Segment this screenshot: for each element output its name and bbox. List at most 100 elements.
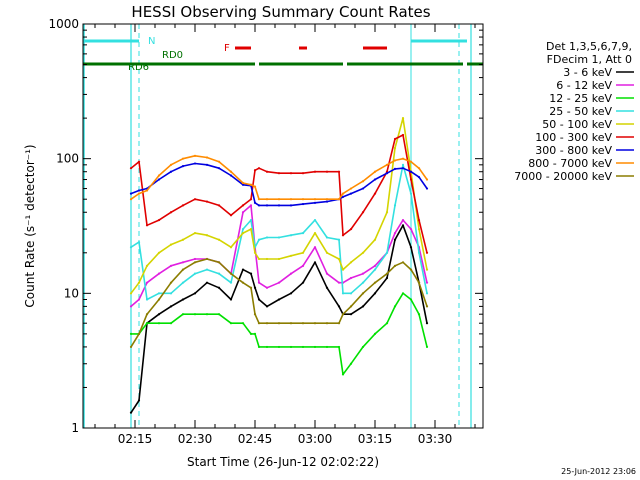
data-point (249, 227, 253, 231)
data-point (217, 261, 221, 264)
data-point (373, 292, 377, 295)
data-point (393, 159, 397, 162)
data-point (349, 261, 353, 264)
data-point (241, 268, 245, 271)
data-point (337, 281, 341, 284)
data-point (385, 322, 389, 325)
data-point (241, 211, 245, 214)
data-point (257, 257, 261, 261)
data-point (313, 322, 317, 325)
data-point (349, 362, 353, 365)
data-point (137, 399, 141, 402)
data-point (169, 243, 173, 246)
data-point (145, 281, 149, 284)
data-point (277, 257, 281, 261)
data-point (229, 246, 233, 249)
data-point (313, 246, 317, 249)
data-point (137, 192, 141, 195)
data-point (265, 257, 269, 261)
data-point (181, 313, 185, 316)
data-point (145, 264, 149, 267)
y-tick-label: 1 (71, 421, 79, 435)
status-bar-segment (363, 46, 387, 50)
data-point (409, 160, 413, 163)
data-point (249, 272, 253, 275)
data-point (265, 236, 269, 239)
data-point (393, 238, 397, 241)
data-point (169, 211, 173, 214)
data-point (301, 251, 305, 254)
data-point (265, 170, 269, 173)
data-point (205, 163, 209, 166)
series-line (131, 292, 428, 376)
x-tick-label: 02:30 (178, 432, 213, 446)
data-point (193, 154, 197, 157)
data-point (425, 345, 429, 349)
data-point (425, 187, 429, 190)
data-point (249, 198, 253, 201)
data-point (337, 345, 341, 349)
data-point (249, 204, 253, 207)
data-point (249, 332, 253, 335)
x-tick-label: 03:00 (298, 432, 333, 446)
data-point (241, 227, 245, 231)
data-point (393, 137, 397, 141)
data-point (257, 345, 261, 349)
data-point (289, 322, 293, 325)
data-point (349, 227, 353, 231)
status-bar-segment (83, 39, 139, 43)
legend-label: 100 - 300 keV (535, 131, 612, 144)
data-point (277, 172, 281, 175)
legend-label: 800 - 7000 keV (528, 157, 612, 170)
status-bar-segment (299, 46, 307, 50)
data-point (417, 251, 421, 254)
data-point (289, 198, 293, 201)
data-point (253, 201, 257, 204)
data-point (205, 281, 209, 284)
x-tick-label: 02:45 (238, 432, 273, 446)
data-point (129, 246, 133, 249)
status-bar-segment (235, 46, 251, 50)
data-point (313, 345, 317, 349)
data-point (145, 322, 149, 325)
data-point (313, 261, 317, 264)
y-tick-label: 10 (64, 286, 79, 300)
data-point (253, 313, 257, 316)
x-tick-label: 02:15 (118, 432, 153, 446)
data-point (393, 204, 397, 207)
data-point (253, 286, 257, 289)
data-point (277, 322, 281, 325)
data-point (145, 298, 149, 301)
data-point (145, 224, 149, 227)
data-point (325, 272, 329, 275)
data-point (325, 251, 329, 254)
data-point (241, 232, 245, 235)
data-point (373, 170, 377, 173)
data-point (241, 181, 245, 185)
data-point (157, 251, 161, 254)
data-point (301, 198, 305, 201)
data-point (313, 218, 317, 222)
data-point (341, 195, 345, 199)
data-point (129, 345, 133, 349)
y-tick-label: 1000 (48, 17, 79, 31)
data-point (417, 227, 421, 231)
data-point (417, 175, 421, 179)
legend-label: 12 - 25 keV (549, 92, 612, 105)
data-point (229, 174, 233, 177)
data-point (157, 292, 161, 295)
timestamp: 25-Jun-2012 23:06 (561, 467, 636, 476)
data-point (373, 178, 377, 181)
series-line (130, 134, 428, 253)
data-point (301, 322, 305, 325)
data-point (205, 268, 209, 271)
data-point (373, 268, 377, 271)
data-point (401, 167, 405, 170)
data-point (337, 257, 341, 261)
data-point (169, 264, 173, 267)
data-point (385, 251, 389, 254)
data-point (257, 167, 261, 170)
status-bar-label: RD6 (128, 62, 149, 73)
data-point (229, 214, 233, 217)
data-point (137, 241, 141, 244)
